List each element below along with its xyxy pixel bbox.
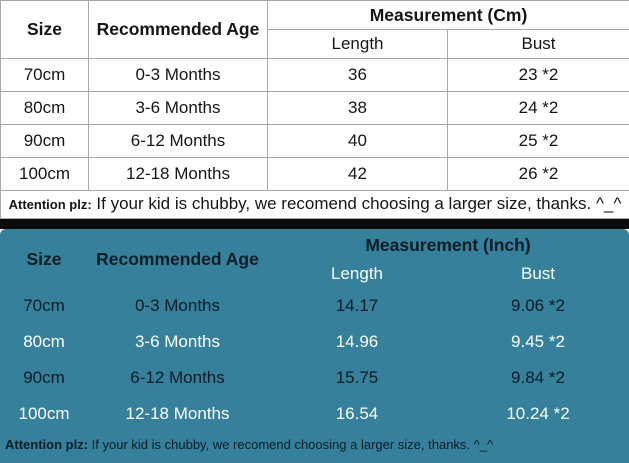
inch-header-measurement: Measurement (Inch) (365, 235, 531, 255)
age-cell: 3-6 Months (134, 332, 221, 351)
inch-attention-note: Attention plz: If your kid is chubby, we… (0, 432, 629, 452)
age-cell: 6-12 Months (88, 124, 268, 158)
inch-attention-label: Attention plz: (5, 437, 89, 452)
age-cell: 6-12 Months (130, 368, 225, 387)
cm-attention-text: If your kid is chubby, we recomend choos… (91, 194, 622, 213)
inch-subheader-length: Length (331, 264, 383, 283)
cm-attention-note: Attention plz: If your kid is chubby, we… (0, 190, 629, 219)
length-cell: 38 (267, 91, 448, 125)
length-cell: 14.17 (335, 296, 379, 315)
bust-cell: 9.06 *2 (511, 296, 565, 315)
age-cell: 12-18 Months (125, 404, 230, 423)
cm-note-row: Attention plz: If your kid is chubby, we… (0, 190, 629, 219)
length-cell: 16.54 (335, 404, 379, 423)
inch-subheader-bust: Bust (520, 264, 556, 283)
cm-size-table: Size Recommended Age Measurement (Cm) Le… (0, 0, 629, 219)
bust-cell: 23 *2 (446, 58, 629, 92)
cm-attention-label: Attention plz: (8, 197, 92, 212)
inch-size-table: Size Recommended Age Measurement (Inch) … (0, 231, 629, 432)
length-cell: 14.96 (335, 332, 379, 351)
table-row: 80cm 3-6 Months 14.96 9.45 *2 (0, 324, 629, 360)
age-cell: 0-3 Months (88, 58, 268, 92)
length-cell: 36 (267, 58, 448, 92)
table-row: 100cm 12-18 Months 42 26 *2 (0, 157, 629, 191)
size-cell: 80cm (23, 332, 65, 351)
bust-cell: 9.84 *2 (511, 368, 565, 387)
inch-header-row: Size Recommended Age Measurement (Inch) (0, 231, 629, 269)
bust-cell: 24 *2 (446, 91, 629, 125)
size-cell: 90cm (23, 368, 65, 387)
cm-subheader-bust: Bust (446, 29, 629, 59)
table-row: 100cm 12-18 Months 16.54 10.24 *2 (0, 396, 629, 432)
bust-cell: 26 *2 (446, 157, 629, 191)
size-cell: 80cm (0, 91, 89, 125)
bust-cell: 10.24 *2 (506, 404, 570, 423)
cm-header-size: Size (0, 0, 89, 59)
size-cell: 100cm (18, 404, 70, 423)
inch-header-age: Recommended Age (96, 249, 259, 269)
section-divider (0, 219, 629, 229)
table-row: 80cm 3-6 Months 38 24 *2 (0, 91, 629, 125)
cm-subheader-row: Length Bust (1, 29, 629, 59)
bust-cell: 25 *2 (446, 124, 629, 158)
cm-header-age: Recommended Age (88, 0, 268, 59)
age-cell: 0-3 Months (134, 296, 221, 315)
inch-header-size: Size (26, 249, 62, 269)
table-row: 70cm 0-3 Months 14.17 9.06 *2 (0, 288, 629, 324)
table-row: 90cm 6-12 Months 15.75 9.84 *2 (0, 360, 629, 396)
table-row: 90cm 6-12 Months 40 25 *2 (0, 124, 629, 158)
size-cell: 90cm (0, 124, 89, 158)
age-cell: 3-6 Months (88, 91, 268, 125)
length-cell: 42 (267, 157, 448, 191)
inch-attention-text: If your kid is chubby, we recomend choos… (88, 437, 494, 452)
length-cell: 40 (267, 124, 448, 158)
inch-subheader-row: Length Bust (0, 260, 629, 288)
cm-header-measurement: Measurement (Cm) (266, 0, 629, 30)
size-cell: 70cm (23, 296, 65, 315)
inch-size-panel: Size Recommended Age Measurement (Inch) … (0, 229, 629, 463)
bust-cell: 9.45 *2 (511, 332, 565, 351)
size-cell: 70cm (0, 58, 89, 92)
cm-header-row: Size Recommended Age Measurement (Cm) (0, 0, 629, 59)
length-cell: 15.75 (335, 368, 379, 387)
size-cell: 100cm (0, 157, 89, 191)
table-row: 70cm 0-3 Months 36 23 *2 (0, 58, 629, 92)
cm-subheader-length: Length (267, 29, 448, 59)
age-cell: 12-18 Months (88, 157, 268, 191)
